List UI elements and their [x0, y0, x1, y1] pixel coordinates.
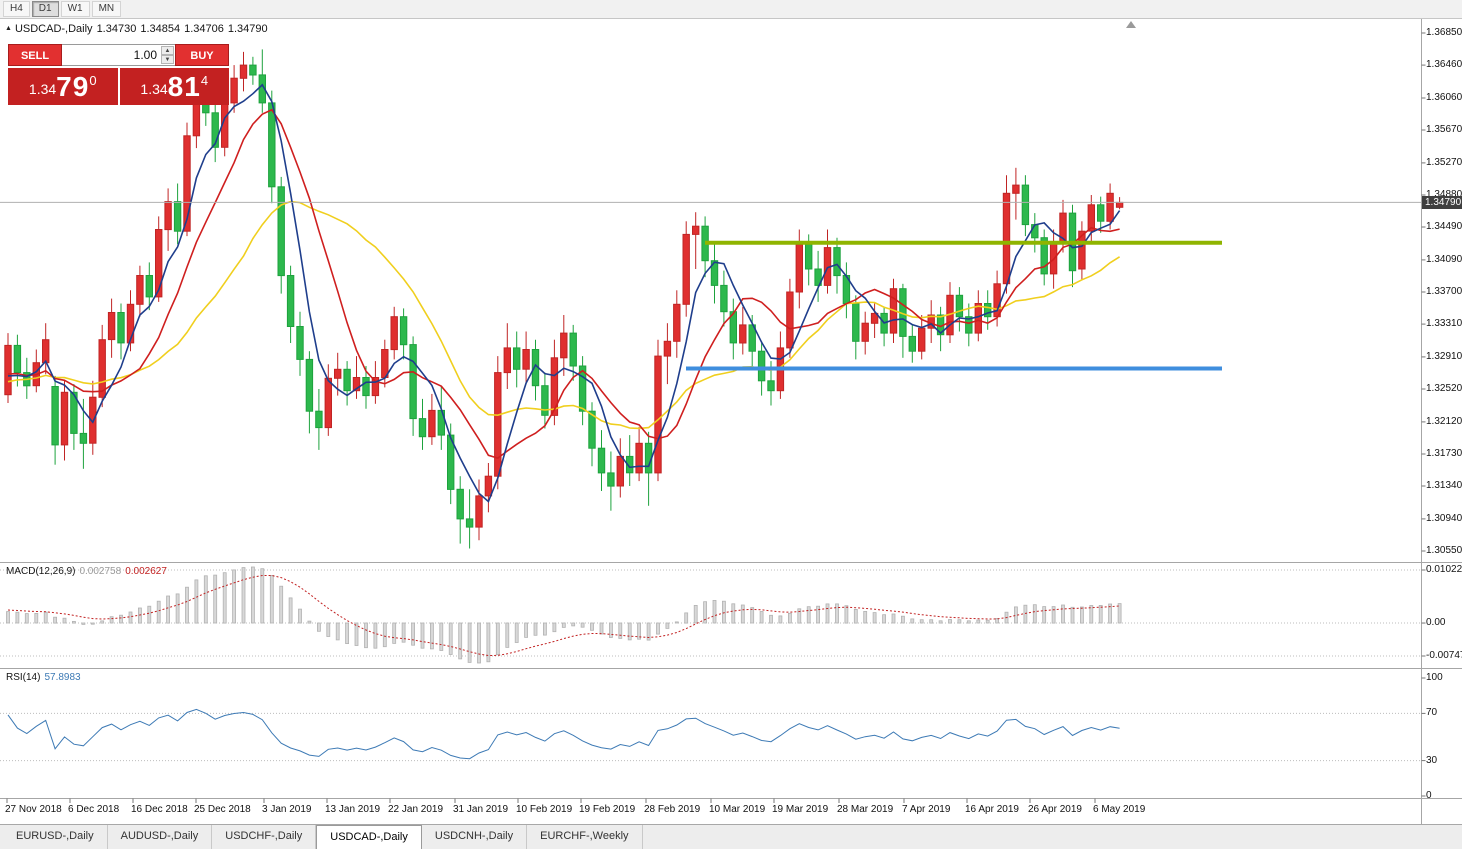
- date-label: 22 Jan 2019: [388, 804, 444, 815]
- ohlc-high: 1.34854: [140, 23, 181, 35]
- volume-input[interactable]: 1.00 ▲ ▼: [62, 44, 175, 66]
- chart-tab[interactable]: USDCAD-,Daily: [316, 825, 422, 849]
- date-label: 31 Jan 2019: [453, 804, 509, 815]
- price-axis-label: 1.35670: [1426, 124, 1462, 135]
- price-axis-label: 1.36850: [1426, 27, 1462, 38]
- macd-label: MACD(12,26,9) 0.002758 0.002627: [6, 566, 171, 577]
- date-label: 6 Dec 2018: [68, 804, 120, 815]
- sell-button[interactable]: SELL: [8, 44, 62, 66]
- series-marker-icon: ▲: [5, 25, 12, 32]
- rsi-axis-label: 70: [1426, 707, 1438, 718]
- moving-averages-layer: [7, 83, 1121, 503]
- ohlc-low: 1.34706: [184, 23, 224, 35]
- chart-shift-marker-icon: [1126, 21, 1136, 28]
- chart-title: ▲ USDCAD-,Daily 1.34730 1.34854 1.34706 1.347…: [5, 23, 272, 35]
- buy-price-main: 1.34: [140, 81, 168, 97]
- buy-price-sup: 4: [200, 73, 209, 88]
- one-click-trade-panel: SELL 1.00 ▲ ▼ BUY 1.34 79 0 1.34 81 4: [8, 44, 229, 105]
- price-axis-label: 1.30940: [1426, 513, 1462, 524]
- price-axis-label: 1.33700: [1426, 286, 1462, 297]
- date-label: 7 Apr 2019: [902, 804, 951, 815]
- macd-name: MACD(12,26,9): [6, 566, 76, 577]
- price-axis-label: 1.36460: [1426, 59, 1462, 70]
- date-label: 25 Dec 2018: [194, 804, 251, 815]
- date-label: 3 Jan 2019: [262, 804, 312, 815]
- date-label: 10 Mar 2019: [709, 804, 766, 815]
- price-axis-label: 1.34090: [1426, 254, 1462, 265]
- price-axis-label: 1.32120: [1426, 416, 1462, 427]
- volume-increase-button[interactable]: ▲: [161, 46, 174, 55]
- price-axis-label: 1.34880: [1426, 189, 1462, 200]
- macd-axis-label: 0.00: [1426, 617, 1446, 628]
- ohlc-close: 1.34790: [227, 23, 268, 35]
- chart-tab[interactable]: USDCNH-,Daily: [422, 825, 528, 849]
- date-label: 16 Dec 2018: [131, 804, 188, 815]
- rsi-line: [7, 708, 1120, 760]
- date-label: 19 Mar 2019: [772, 804, 829, 815]
- rsi-axis-label: 100: [1426, 672, 1443, 683]
- date-label: 6 May 2019: [1093, 804, 1146, 815]
- date-label: 28 Mar 2019: [837, 804, 894, 815]
- chart-tab[interactable]: AUDUSD-,Daily: [108, 825, 213, 849]
- buy-price-big: 81: [167, 71, 201, 102]
- price-axis-label: 1.34490: [1426, 221, 1462, 232]
- date-label: 13 Jan 2019: [325, 804, 381, 815]
- chart-tabs-bar: EURUSD-,Daily AUDUSD-,Daily USDCHF-,Daily U…: [0, 824, 1462, 849]
- date-label: 16 Apr 2019: [965, 804, 1019, 815]
- date-label: 28 Feb 2019: [644, 804, 701, 815]
- macd-histogram-layer: [6, 566, 1122, 664]
- price-axis-label: 1.32520: [1426, 383, 1462, 394]
- date-label: 19 Feb 2019: [579, 804, 636, 815]
- date-label: 26 Apr 2019: [1028, 804, 1082, 815]
- price-axis-label: 1.30550: [1426, 545, 1462, 556]
- sell-price-main: 1.34: [28, 81, 57, 97]
- buy-price-box[interactable]: 1.34 81 4: [119, 68, 229, 105]
- price-axis-label: 1.33310: [1426, 318, 1462, 329]
- ohlc-open: 1.34730: [96, 23, 137, 35]
- price-axis-label: 1.35270: [1426, 157, 1462, 168]
- price-axis-label: 1.31340: [1426, 480, 1462, 491]
- volume-decrease-button[interactable]: ▼: [161, 55, 174, 64]
- candles-layer: [4, 49, 1124, 549]
- timeframe-button-d1[interactable]: D1: [31, 1, 59, 17]
- sell-price-sup: 0: [89, 73, 97, 88]
- timeframe-button-w1[interactable]: W1: [60, 1, 90, 17]
- rsi-name: RSI(14): [6, 672, 41, 683]
- macd-axis-label: -0.007477: [1426, 650, 1462, 661]
- rsi-value: 57.8983: [44, 672, 81, 683]
- timeframe-button-h4[interactable]: H4: [3, 1, 30, 17]
- date-label: 27 Nov 2018: [5, 804, 62, 815]
- macd-signal-line: [7, 575, 1120, 657]
- chart-tab[interactable]: EURUSD-,Daily: [3, 825, 108, 849]
- chart-tab[interactable]: USDCHF-,Daily: [212, 825, 317, 849]
- rsi-label: RSI(14) 57.8983: [6, 672, 85, 683]
- macd-main-value: 0.002758: [79, 566, 122, 577]
- rsi-axis-label: 30: [1426, 755, 1438, 766]
- current-price-badge: 1.34790: [1422, 196, 1462, 209]
- price-axis-label: 1.36060: [1426, 92, 1462, 103]
- macd-axis-label: 0.010229: [1426, 564, 1462, 575]
- volume-value[interactable]: 1.00: [133, 48, 157, 62]
- macd-signal-value: 0.002627: [125, 566, 167, 577]
- timeframe-toolbar: H4 D1 W1 MN: [0, 0, 1462, 19]
- buy-button[interactable]: BUY: [175, 44, 229, 66]
- sell-price-big: 79: [56, 71, 90, 102]
- rsi-axis-label: 0: [1426, 790, 1432, 801]
- sell-price-box[interactable]: 1.34 79 0: [8, 68, 118, 105]
- timeframe-button-mn[interactable]: MN: [91, 1, 122, 17]
- chart-tab[interactable]: EURCHF-,Weekly: [527, 825, 643, 849]
- chart-symbol-label: USDCAD-,Daily: [14, 23, 93, 35]
- price-axis-label: 1.32910: [1426, 351, 1462, 362]
- date-label: 10 Feb 2019: [516, 804, 573, 815]
- price-axis-label: 1.31730: [1426, 448, 1462, 459]
